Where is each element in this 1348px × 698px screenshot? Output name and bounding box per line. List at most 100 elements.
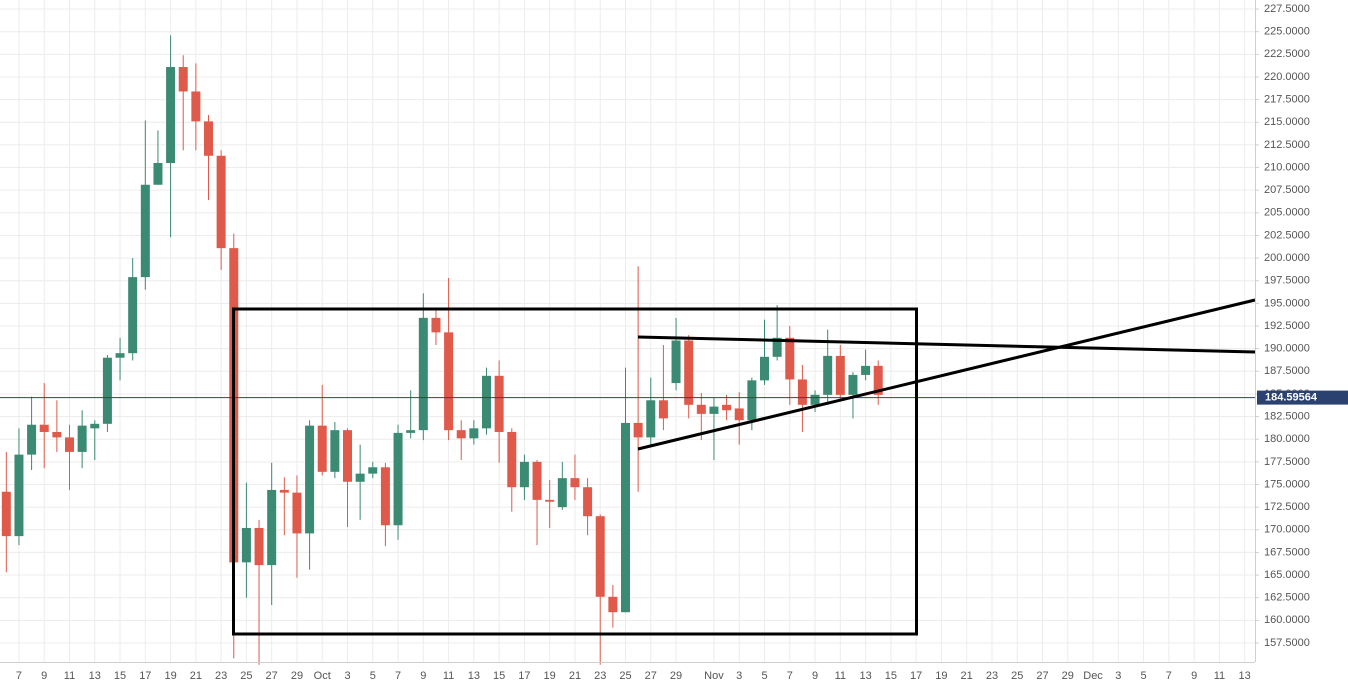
candle-body (583, 487, 593, 517)
candle-body (557, 478, 567, 508)
x-tick-label: 9 (1191, 670, 1197, 682)
candle-body (722, 404, 732, 411)
candle-body (671, 340, 681, 384)
x-tick-label: Dec (1083, 670, 1103, 682)
x-tick-label: 13 (1239, 670, 1251, 682)
y-tick-label: 197.5000 (1264, 275, 1310, 287)
candle-body (216, 155, 226, 249)
y-tick-label: 180.0000 (1264, 433, 1310, 445)
x-tick-label: 13 (89, 670, 101, 682)
x-tick-label: Nov (704, 670, 724, 682)
candle-body (734, 408, 744, 421)
y-tick-label: 202.5000 (1264, 229, 1310, 241)
x-tick-label: 19 (544, 670, 556, 682)
x-tick-label: 21 (190, 670, 202, 682)
candle-body (570, 478, 580, 488)
candle-body (785, 337, 795, 380)
y-tick-label: 210.0000 (1264, 161, 1310, 173)
y-tick-label: 182.5000 (1264, 410, 1310, 422)
y-tick-label: 227.5000 (1264, 3, 1310, 15)
range-box (232, 307, 918, 636)
x-tick-label: 27 (266, 670, 278, 682)
candle-body (684, 340, 694, 405)
y-tick-label: 187.5000 (1264, 365, 1310, 377)
y-tick-label: 175.0000 (1264, 478, 1310, 490)
x-tick-label: 21 (961, 670, 973, 682)
candle-body (418, 317, 428, 431)
candle-body (507, 431, 517, 488)
x-tick-label: 25 (619, 670, 631, 682)
x-tick-label: 25 (1011, 670, 1023, 682)
candle-body (494, 375, 504, 432)
candle-body (27, 424, 37, 455)
x-tick-label: 19 (164, 670, 176, 682)
candle-body (658, 400, 668, 419)
y-tick-label: 195.0000 (1264, 297, 1310, 309)
x-tick-label: 29 (670, 670, 682, 682)
candle-body (608, 596, 618, 613)
candle-body (797, 379, 807, 405)
candle-body (469, 428, 479, 439)
x-tick-label: 17 (518, 670, 530, 682)
x-tick-label: 5 (1141, 670, 1147, 682)
candle-body (115, 353, 125, 358)
axis-labels: 157.5000 160.0000 162.5000 165.0000 167.5000… (16, 3, 1348, 682)
candle-body (140, 184, 150, 278)
x-tick-label: 15 (493, 670, 505, 682)
x-tick-label: 29 (291, 670, 303, 682)
x-tick-label: 15 (885, 670, 897, 682)
y-tick-label: 222.5000 (1264, 48, 1310, 60)
candle-body (747, 380, 757, 421)
candle-body (633, 422, 643, 438)
x-tick-label: 9 (812, 670, 818, 682)
y-tick-label: 177.5000 (1264, 456, 1310, 468)
candle-body (178, 67, 188, 92)
x-tick-label: 9 (420, 670, 426, 682)
candle-body (406, 430, 416, 433)
y-tick-label: 220.0000 (1264, 71, 1310, 83)
candle-body (65, 437, 74, 452)
candle-body (128, 277, 138, 354)
y-tick-label: 160.0000 (1264, 614, 1310, 626)
candle-body (166, 67, 176, 164)
y-tick-label: 190.0000 (1264, 343, 1310, 355)
candle-body (305, 425, 315, 534)
x-tick-label: 11 (835, 670, 846, 682)
y-tick-label: 170.0000 (1264, 524, 1310, 536)
x-tick-label: 29 (1062, 670, 1074, 682)
support-line (637, 298, 1256, 451)
y-tick-label: 212.5000 (1264, 139, 1310, 151)
candle-body (355, 473, 365, 482)
candle-body (431, 317, 441, 333)
candle-body (456, 430, 466, 439)
x-tick-label: 27 (1036, 670, 1048, 682)
candle-body (393, 432, 403, 526)
candle-body (330, 430, 340, 472)
x-tick-label: 7 (395, 670, 401, 682)
x-tick-label: 15 (114, 670, 126, 682)
candle-body (317, 425, 327, 472)
x-tick-label: 13 (468, 670, 480, 682)
candle-body (835, 355, 845, 395)
candle-body (760, 356, 769, 381)
x-tick-label: Oct (314, 670, 331, 682)
candle-body (861, 365, 871, 375)
candle-body (191, 91, 201, 122)
candle-body (823, 355, 833, 395)
x-tick-label: 13 (859, 670, 871, 682)
candle-body (595, 516, 605, 597)
candle-body (52, 431, 62, 438)
resistance-line (637, 335, 1256, 354)
x-tick-label: 23 (594, 670, 606, 682)
y-tick-label: 225.0000 (1264, 26, 1310, 38)
candle-body (848, 374, 858, 395)
y-tick-label: 217.5000 (1264, 94, 1310, 106)
y-tick-label: 207.5000 (1264, 184, 1310, 196)
candle-body (772, 337, 782, 357)
x-tick-label: 19 (935, 670, 947, 682)
x-tick-label: 17 (139, 670, 151, 682)
x-tick-label: 5 (761, 670, 767, 682)
candle-body (153, 163, 163, 185)
candle-body (14, 454, 24, 537)
x-tick-label: 27 (645, 670, 657, 682)
